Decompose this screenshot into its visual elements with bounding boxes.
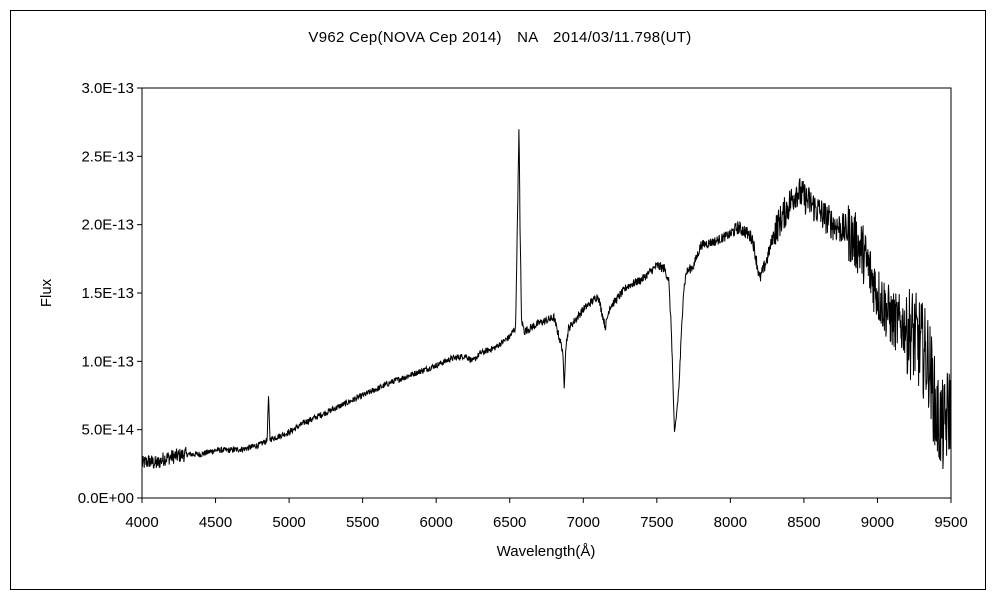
x-axis: 4000 4500 5000 5500 6000 6500 7000 7500 8000 8500… bbox=[125, 498, 968, 531]
y-tick-label: 2.0E-13 bbox=[81, 217, 134, 234]
x-tick-label: 5000 bbox=[272, 514, 305, 531]
x-tick-label: 8000 bbox=[714, 514, 747, 531]
x-tick-label: 7500 bbox=[640, 514, 673, 531]
y-tick-label: 1.5E-13 bbox=[81, 285, 134, 302]
y-tick-label: 1.0E-13 bbox=[81, 353, 134, 370]
x-tick-label: 6500 bbox=[493, 514, 526, 531]
chart-frame bbox=[10, 10, 986, 590]
x-tick-label: 9000 bbox=[861, 514, 894, 531]
plot-area bbox=[141, 87, 952, 499]
x-axis-label: Wavelength(Å) bbox=[497, 543, 596, 560]
y-tick-label: 0.0E+00 bbox=[78, 490, 134, 507]
y-axis-label: Flux bbox=[38, 278, 55, 307]
chart-title: V962 Cep(NOVA Cep 2014) NA 2014/03/11.79… bbox=[308, 29, 692, 46]
y-tick-label: 5.0E-14 bbox=[81, 422, 134, 439]
y-axis: 0.0E+00 5.0E-14 1.0E-13 1.5E-13 2.0E-13 2.5E-… bbox=[78, 80, 142, 507]
x-tick-label: 5500 bbox=[346, 514, 379, 531]
x-tick-label: 8500 bbox=[787, 514, 820, 531]
spectrum-line bbox=[141, 129, 952, 470]
x-tick-label: 4000 bbox=[125, 514, 158, 531]
x-tick-label: 9500 bbox=[934, 514, 967, 531]
y-tick-label: 2.5E-13 bbox=[81, 148, 134, 165]
y-tick-label: 3.0E-13 bbox=[81, 80, 134, 97]
x-tick-label: 6000 bbox=[419, 514, 452, 531]
x-tick-label: 4500 bbox=[199, 514, 232, 531]
x-tick-label: 7000 bbox=[567, 514, 600, 531]
